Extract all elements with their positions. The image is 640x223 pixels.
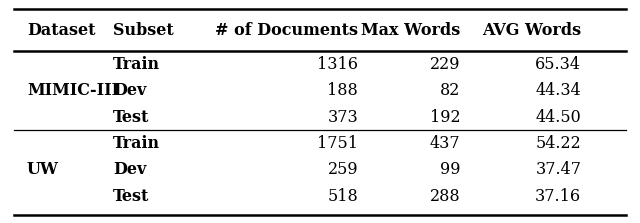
Text: 37.47: 37.47 (535, 161, 581, 178)
Text: 1751: 1751 (317, 135, 358, 152)
Text: 518: 518 (328, 188, 358, 205)
Text: 259: 259 (328, 161, 358, 178)
Text: MIMIC-III: MIMIC-III (27, 82, 119, 99)
Text: AVG Words: AVG Words (482, 21, 581, 39)
Text: 37.16: 37.16 (535, 188, 581, 205)
Text: Dev: Dev (113, 82, 147, 99)
Text: 192: 192 (429, 109, 460, 126)
Text: Max Words: Max Words (361, 21, 460, 39)
Text: # of Documents: # of Documents (215, 21, 358, 39)
Text: 44.34: 44.34 (536, 82, 581, 99)
Text: Subset: Subset (113, 21, 173, 39)
Text: 44.50: 44.50 (536, 109, 581, 126)
Text: Train: Train (113, 135, 160, 152)
Text: 188: 188 (328, 82, 358, 99)
Text: Dataset: Dataset (27, 21, 95, 39)
Text: 229: 229 (429, 56, 460, 73)
Text: Test: Test (113, 109, 149, 126)
Text: 288: 288 (429, 188, 460, 205)
Text: Test: Test (113, 188, 149, 205)
Text: 437: 437 (429, 135, 460, 152)
Text: 54.22: 54.22 (536, 135, 581, 152)
Text: 82: 82 (440, 82, 460, 99)
Text: 99: 99 (440, 161, 460, 178)
Text: Dev: Dev (113, 161, 147, 178)
Text: 1316: 1316 (317, 56, 358, 73)
Text: Train: Train (113, 56, 160, 73)
Text: UW: UW (27, 161, 59, 178)
Text: 373: 373 (328, 109, 358, 126)
Text: 65.34: 65.34 (535, 56, 581, 73)
